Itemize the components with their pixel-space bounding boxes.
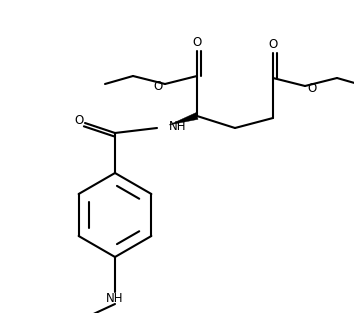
Text: NH: NH — [169, 120, 187, 132]
Text: O: O — [74, 114, 84, 126]
Text: O: O — [268, 38, 278, 52]
Text: O: O — [192, 37, 202, 49]
Text: O: O — [153, 80, 162, 93]
Text: O: O — [307, 81, 316, 95]
Polygon shape — [169, 113, 198, 125]
Text: NH: NH — [106, 293, 124, 305]
